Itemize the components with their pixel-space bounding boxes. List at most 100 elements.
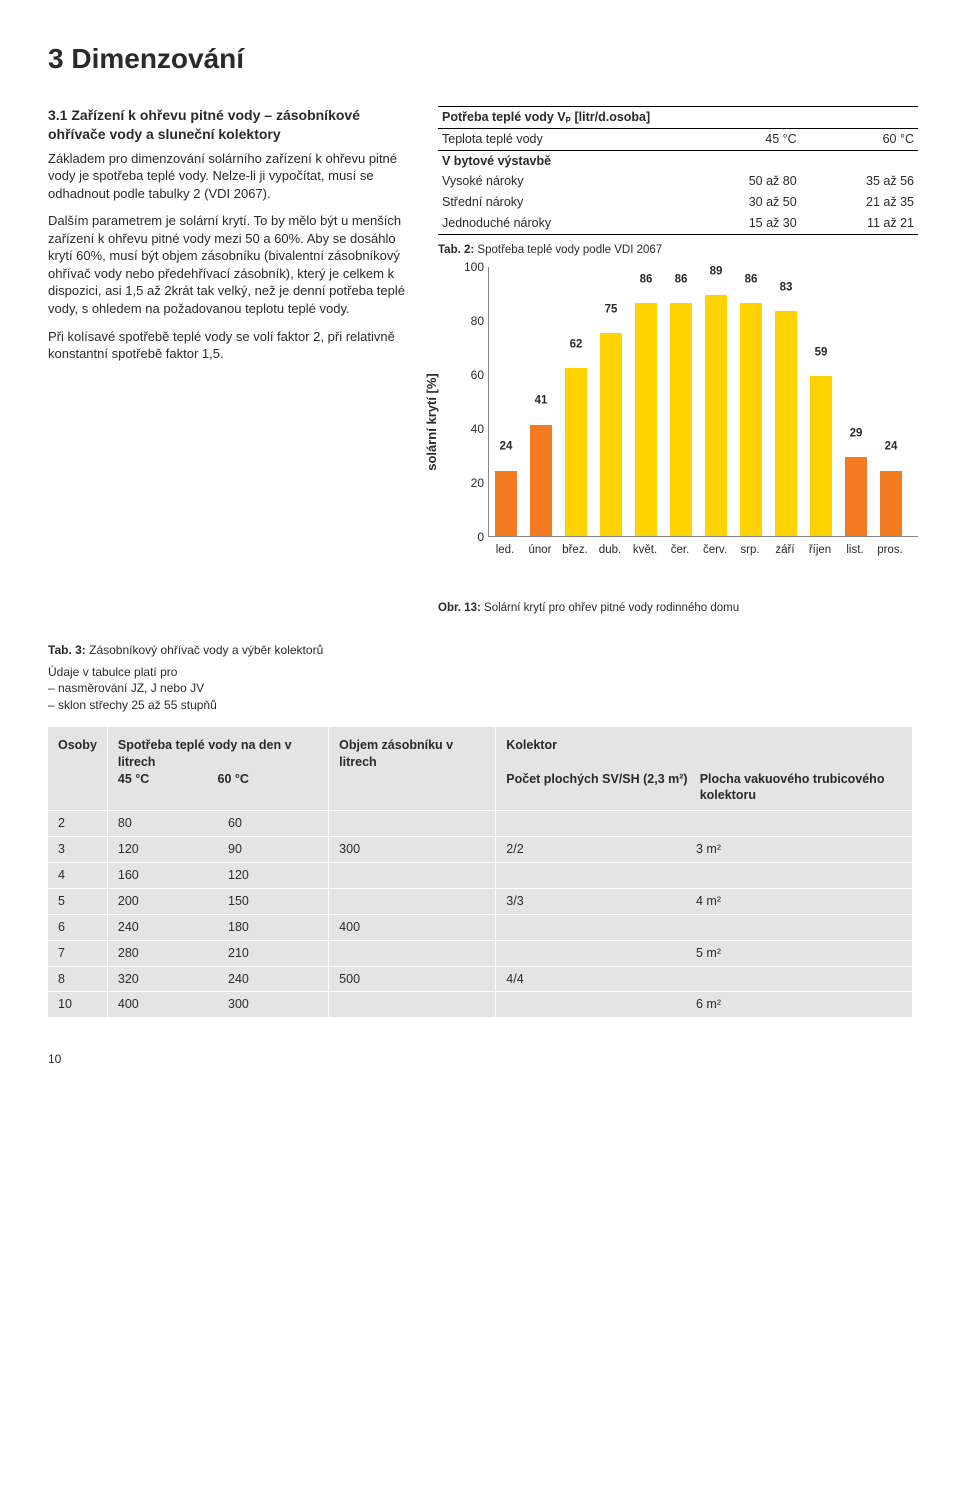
chart-bar (775, 311, 797, 535)
t3-h-consumption: Spotřeba teplé vody na den v litrech 45 … (107, 727, 328, 811)
section-heading: 3.1 Zařízení k ohřevu pitné vody – zásob… (48, 106, 408, 144)
t3-tank (329, 940, 496, 966)
paragraph-3: Při kolísavé spotřebě teplé vody se volí… (48, 328, 408, 363)
page-number: 10 (48, 1051, 912, 1067)
tab3-cap-text: Zásobníkový ohřívač vody a výběr kolekto… (89, 643, 323, 657)
chart-xlabel: únor (528, 543, 551, 559)
t3-h-persons: Osoby (48, 727, 107, 811)
chart-ytick: 80 (458, 312, 484, 328)
chart-xlabel: list. (846, 543, 863, 559)
t1-r3-c0: Jednoduché nároky (438, 213, 683, 234)
chart-xlabel: květ. (633, 543, 657, 559)
t3-c45: 200 (107, 888, 218, 914)
table1-subhdr: V bytové výstavbě (442, 154, 551, 168)
chart-bar-label: 89 (705, 264, 727, 280)
chart-bar-label: 24 (880, 440, 902, 456)
chart-ytick: 0 (458, 528, 484, 544)
t3-c45: 320 (107, 966, 218, 992)
table-row: 4160120 (48, 863, 912, 889)
t3-c60: 300 (218, 992, 329, 1017)
t3-flat (496, 811, 686, 837)
table2-caption: Tab. 2: Spotřeba teplé vody podle VDI 20… (438, 243, 918, 259)
t3-c45: 120 (107, 837, 218, 863)
t3-c45: 400 (107, 992, 218, 1017)
t3-vac (686, 811, 912, 837)
chart-xlabel: červ. (703, 543, 727, 559)
table3-caption: Tab. 3: Zásobníkový ohřívač vody a výběr… (48, 642, 912, 658)
t3-c60: 240 (218, 966, 329, 992)
t3-vac (686, 914, 912, 940)
t3-c60: 90 (218, 837, 329, 863)
t1-r1-c0: Vysoké nároky (438, 171, 683, 192)
chart-bar (880, 471, 902, 536)
chart-bar (845, 457, 867, 535)
t3-persons: 7 (48, 940, 107, 966)
t3-c60: 150 (218, 888, 329, 914)
tab2-cap-text: Spotřeba teplé vody podle VDI 2067 (477, 244, 662, 256)
chart-bar-label: 29 (845, 426, 867, 442)
table-2-hot-water-demand: Potřeba teplé vody Vₚ [litr/d.osoba] Tep… (438, 106, 918, 235)
t3-sh-flat: Počet plochých SV/SH (2,3 m²) (506, 771, 696, 788)
chart-xlabel: břez. (562, 543, 588, 559)
table1-row0-c1: 45 °C (683, 128, 800, 150)
chart-xlabel: čer. (671, 543, 690, 559)
table1-row0-c0: Teplota teplé vody (438, 128, 683, 150)
t3-c60: 60 (218, 811, 329, 837)
t3-tank (329, 811, 496, 837)
t3-sh-60c: 60 °C (218, 771, 314, 788)
t3-vac: 5 m² (686, 940, 912, 966)
t3-vac (686, 966, 912, 992)
tab3-cap-bold: Tab. 3: (48, 643, 86, 657)
table-row: 28060 (48, 811, 912, 837)
t3-sh-vac: Plocha vakuového trubicového kolektoru (700, 771, 890, 805)
t3-tank (329, 863, 496, 889)
t3-flat (496, 914, 686, 940)
t3-persons: 5 (48, 888, 107, 914)
right-column: Potřeba teplé vody Vₚ [litr/d.osoba] Tep… (438, 106, 918, 616)
paragraph-1: Základem pro dimenzování solárního zaříz… (48, 150, 408, 203)
t3-flat: 3/3 (496, 888, 686, 914)
t1-r2-c2: 21 až 35 (801, 192, 918, 213)
t1-r2-c0: Střední nároky (438, 192, 683, 213)
t3-c60: 180 (218, 914, 329, 940)
chart-xlabel: září (775, 543, 794, 559)
chart-bar (565, 368, 587, 535)
t3-vac (686, 863, 912, 889)
table-3-collector-selection: Osoby Spotřeba teplé vody na den v litre… (48, 727, 912, 1018)
t3-flat (496, 992, 686, 1017)
fig13-cap-bold: Obr. 13: (438, 602, 481, 614)
chart-bar-label: 75 (600, 302, 622, 318)
chart-xlabel: srp. (740, 543, 759, 559)
t1-r3-c2: 11 až 21 (801, 213, 918, 234)
t3-h-tank: Objem zásobníku v litrech (329, 727, 496, 811)
chart-xlabel: říjen (809, 543, 831, 559)
chart-bar-label: 83 (775, 280, 797, 296)
table1-title: Potřeba teplé vody Vₚ [litr/d.osoba] (442, 110, 650, 124)
t3-persons: 4 (48, 863, 107, 889)
table-row: 5200150 3/34 m² (48, 888, 912, 914)
t3-persons: 3 (48, 837, 107, 863)
chart-xlabel: pros. (877, 543, 903, 559)
chart-bar (635, 303, 657, 535)
chart-bar-label: 86 (670, 272, 692, 288)
table3-intro: Údaje v tabulce platí pro– nasměrování J… (48, 664, 912, 713)
t3-flat: 2/2 (496, 837, 686, 863)
table1-row0-c2: 60 °C (801, 128, 918, 150)
t3-c45: 160 (107, 863, 218, 889)
chart-bar (740, 303, 762, 535)
t3-sh-45c: 45 °C (118, 771, 214, 788)
t3-vac: 3 m² (686, 837, 912, 863)
t3-persons: 10 (48, 992, 107, 1017)
chart-xlabel: led. (496, 543, 515, 559)
t3-tank: 500 (329, 966, 496, 992)
chart-bar-label: 62 (565, 337, 587, 353)
t3-flat (496, 863, 686, 889)
chart-bar (705, 295, 727, 535)
t3-vac: 4 m² (686, 888, 912, 914)
t3-persons: 6 (48, 914, 107, 940)
chart-bar-label: 59 (810, 345, 832, 361)
left-column: 3.1 Zařízení k ohřevu pitné vody – zásob… (48, 106, 408, 616)
t3-flat (496, 940, 686, 966)
t3-c60: 210 (218, 940, 329, 966)
t1-r1-c2: 35 až 56 (801, 171, 918, 192)
